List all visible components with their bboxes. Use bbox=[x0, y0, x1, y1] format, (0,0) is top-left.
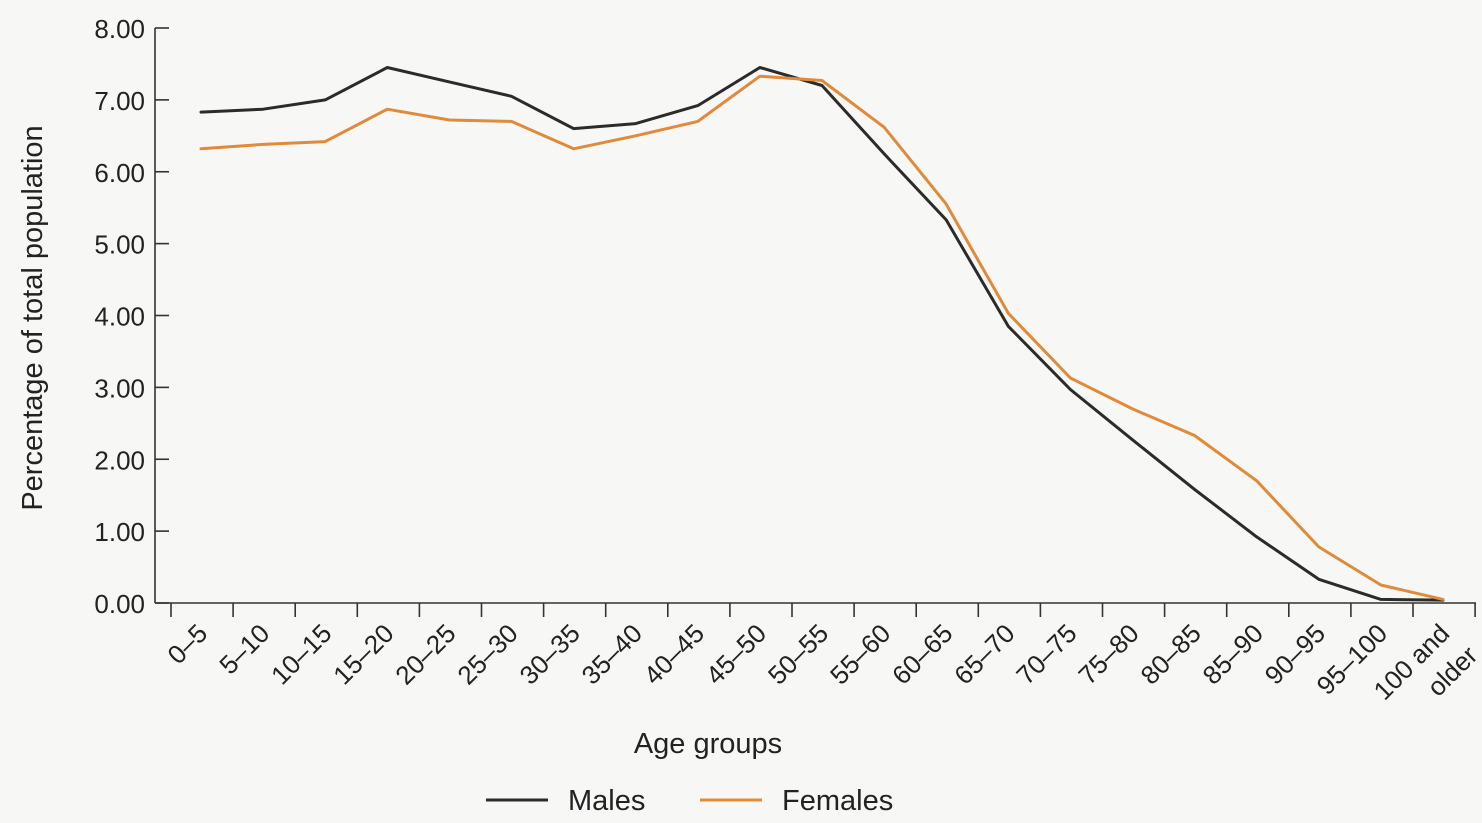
x-tick-label: 25–30 bbox=[451, 618, 523, 690]
series-line-females bbox=[199, 74, 1445, 601]
x-tick-label: 15–20 bbox=[327, 618, 399, 690]
x-tick-label: 50–55 bbox=[762, 618, 834, 690]
x-tick-label: 45–50 bbox=[700, 618, 772, 690]
y-tick-label: 8.00 bbox=[94, 14, 145, 44]
y-axis-title: Percentage of total population bbox=[17, 125, 49, 510]
y-axis: 0.00 1.00 2.00 3.00 4.00 5.00 6.00 7.00 8.00 bbox=[94, 14, 169, 619]
y-tick-label: 6.00 bbox=[94, 158, 145, 188]
x-tick-label: 60–65 bbox=[886, 618, 958, 690]
y-tick-label: 7.00 bbox=[94, 86, 145, 116]
series-layer bbox=[199, 66, 1445, 602]
x-tick-label: 80–85 bbox=[1134, 618, 1206, 690]
x-tick-label: 40–45 bbox=[638, 618, 710, 690]
x-tick-label: 75–80 bbox=[1072, 618, 1144, 690]
x-tick-label: 65–70 bbox=[948, 618, 1020, 690]
x-tick-label: 35–40 bbox=[576, 618, 648, 690]
x-tick-label: 10–15 bbox=[265, 618, 337, 690]
y-tick-label: 2.00 bbox=[94, 445, 145, 475]
legend-label-females: Females bbox=[782, 785, 893, 817]
x-tick-label: 55–60 bbox=[824, 618, 896, 690]
y-tick-label: 0.00 bbox=[94, 589, 145, 619]
x-tick-label: 0–5 bbox=[161, 618, 213, 670]
legend-label-males: Males bbox=[568, 785, 645, 817]
y-tick-label: 3.00 bbox=[94, 373, 145, 403]
x-axis: 0–5 5–1010–1515–2020–2525–3030–3535–4040–… bbox=[155, 602, 1482, 706]
x-tick-label: 20–25 bbox=[389, 618, 461, 690]
y-tick-label: 1.00 bbox=[94, 517, 145, 547]
x-axis-title: Age groups bbox=[634, 728, 782, 760]
x-tick-label: 30–35 bbox=[513, 618, 585, 690]
y-tick-label: 4.00 bbox=[94, 302, 145, 332]
x-tick-label: 70–75 bbox=[1010, 618, 1082, 690]
series-line-males bbox=[199, 66, 1445, 602]
legend: Males Females bbox=[486, 785, 893, 817]
y-tick-label: 5.00 bbox=[94, 230, 145, 260]
x-tick-label: 85–90 bbox=[1197, 618, 1269, 690]
